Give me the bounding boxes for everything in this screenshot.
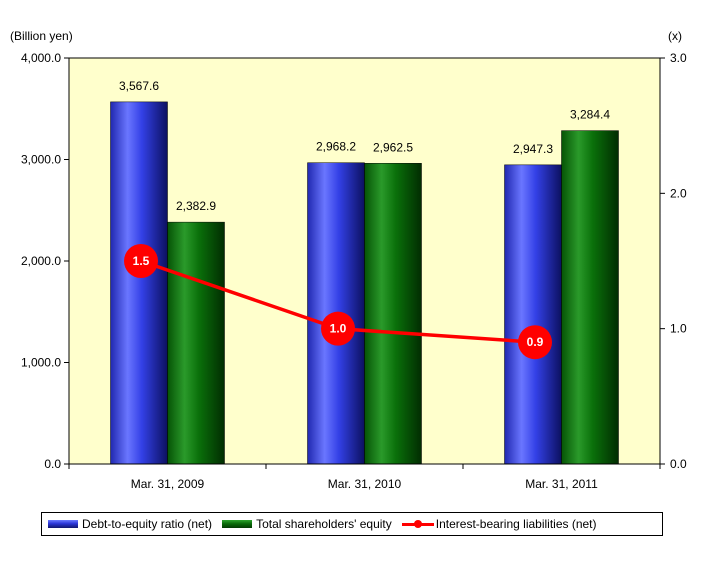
chart-svg: (Billion yen) (x) 0.0 1,000.0 2,000.0 3,000… [10,29,687,491]
ratio-point [518,325,552,360]
left-tick-label: 2,000.0 [21,254,61,268]
right-axis-unit: (x) [668,29,682,43]
left-axis-unit: (Billion yen) [10,29,73,43]
right-tick-label: 3.0 [670,51,687,65]
ratio-line: 1.5 1.0 0.9 [124,244,552,360]
bar-data-label: 2,962.5 [373,140,413,154]
legend-label: Interest-bearing liabilities (net) [435,517,597,531]
bar-debt-equity [110,101,168,465]
ratio-point-label: 1.0 [330,322,347,336]
bars: 3,567.6 2,968.2 2,947.3 2,382.9 2,962.5 3,284… [110,79,619,465]
left-axis-ticks: 0.0 1,000.0 2,000.0 3,000.0 4,000.0 [21,51,69,471]
legend-item-debt-equity: Debt-to-equity ratio (net) [48,517,212,531]
bar-data-label: 2,382.9 [176,199,216,213]
category-label: Mar. 31, 2010 [328,477,402,491]
plot-border [68,57,661,465]
legend-swatch-green [222,520,253,528]
bar-data-label: 3,567.6 [119,79,159,93]
legend-item-interest-bearing: Interest-bearing liabilities (net) [401,517,597,531]
bar-data-label: 2,968.2 [316,140,356,154]
legend-item-shareholders-equity: Total shareholders' equity [222,517,392,531]
legend-swatch-line [401,519,434,529]
left-tick-label: 1,000.0 [21,356,61,370]
left-tick-label: 4,000.0 [21,51,61,65]
legend-label: Debt-to-equity ratio (net) [82,517,213,531]
category-labels: Mar. 31, 2009 Mar. 31, 2010 Mar. 31, 2011 [68,464,661,491]
left-tick-label: 3,000.0 [21,153,61,167]
bar-shareholders-equity [364,163,422,465]
left-tick-label: 0.0 [44,457,61,471]
ratio-point [124,244,158,278]
right-tick-label: 0.0 [670,457,687,471]
bar-debt-equity [504,164,562,465]
bar-shareholders-equity [167,221,225,465]
bar-data-label: 2,947.3 [513,142,553,156]
right-axis-ticks: 0.0 1.0 2.0 3.0 [660,51,687,471]
category-label: Mar. 31, 2011 [525,477,598,491]
category-label: Mar. 31, 2009 [131,477,205,491]
legend: Debt-to-equity ratio (net) Total shareho… [41,512,663,536]
ratio-point-label: 0.9 [527,335,544,349]
legend-swatch-blue [48,520,78,528]
bar-shareholders-equity [561,130,619,465]
right-tick-label: 2.0 [670,186,687,200]
right-tick-label: 1.0 [670,322,687,336]
ratio-point-label: 1.5 [133,254,150,268]
bar-data-label: 3,284.4 [570,108,610,122]
legend-label: Total shareholders' equity [256,517,392,531]
ratio-point [321,311,355,346]
